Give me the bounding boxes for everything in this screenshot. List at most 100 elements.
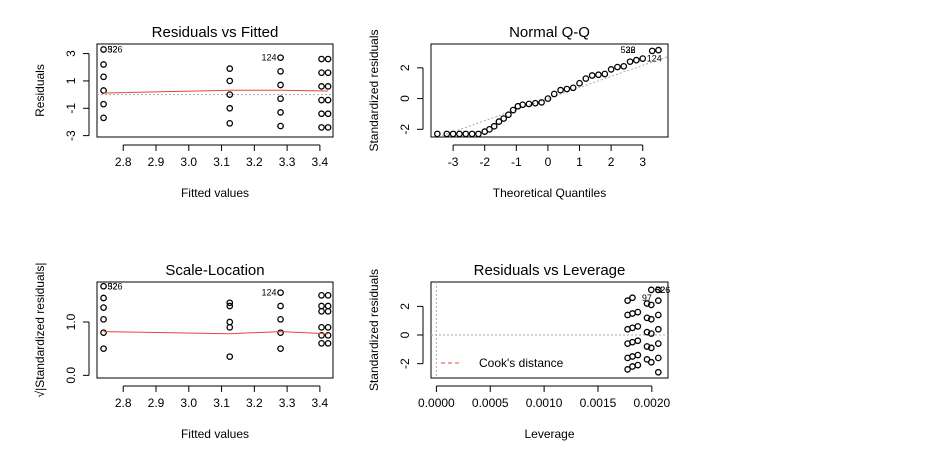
data-point (100, 315, 107, 323)
data-point (226, 65, 234, 72)
data-point (544, 95, 552, 102)
y-tick-label: -3 (64, 130, 78, 141)
data-point (324, 96, 332, 104)
data-point (576, 79, 583, 87)
x-tick-label: 3.0 (180, 396, 197, 410)
data-point (647, 330, 655, 337)
point-label: 32 (655, 285, 665, 295)
y-tick-label: 0 (398, 331, 412, 338)
data-point (634, 308, 642, 316)
data-point (601, 70, 609, 78)
x-axis-label: Fitted values (181, 427, 249, 441)
data-point (629, 363, 636, 370)
data-point (495, 118, 503, 125)
data-point (324, 124, 332, 131)
point-label: 124 (262, 53, 277, 63)
data-point (100, 282, 107, 290)
data-point (620, 62, 628, 70)
x-tick-label: 3 (639, 155, 646, 169)
data-point (624, 297, 631, 304)
data-point (324, 110, 332, 118)
x-tick-label: 3.4 (312, 396, 329, 410)
data-point (324, 331, 332, 339)
x-tick-label: -3 (448, 155, 459, 169)
x-tick-label: 3.1 (213, 396, 230, 410)
data-point (226, 353, 234, 361)
data-point (643, 300, 651, 307)
smooth-line (103, 331, 329, 335)
plot-frame (96, 43, 334, 138)
x-tick-label: 3.1 (213, 155, 230, 169)
data-point (324, 291, 332, 299)
data-point (226, 299, 234, 307)
data-point (634, 361, 642, 369)
point-label: 526 (655, 285, 670, 295)
data-point (226, 318, 234, 326)
data-point (277, 68, 284, 75)
data-point (643, 314, 651, 322)
data-point (277, 81, 284, 89)
x-tick-label: 2 (608, 155, 615, 169)
data-point (100, 329, 107, 337)
point-label: 526 (621, 45, 636, 55)
plot-area (431, 282, 668, 378)
panel-rvl: Residuals vs Leverage 0.0000 0.0005 0.0010 0… (367, 262, 671, 441)
data-point (654, 297, 662, 304)
data-point (318, 55, 325, 63)
plot-frame (430, 281, 669, 379)
data-point (318, 124, 325, 131)
data-point (100, 46, 107, 53)
panel-qq: Normal Q-Q -3 -2 -1 0 1 2 3 Theoretical Quantile… (367, 24, 669, 200)
y-axis-label: Standardized residuals (367, 29, 381, 151)
x-tick-label: 0.0020 (633, 396, 670, 410)
data-point (318, 69, 325, 77)
legend-label-cooks: Cook's distance (479, 356, 564, 370)
x-tick-label: 2.8 (115, 396, 132, 410)
data-point (654, 340, 662, 347)
data-point (226, 77, 234, 85)
data-point (318, 323, 325, 331)
panel-rvf: Residuals vs Fitted 2.8 2.9 3.0 3.1 3.2 3.3 3.4… (33, 24, 334, 200)
point-label: 124 (647, 54, 662, 64)
data-point (318, 96, 325, 104)
data-point (500, 115, 508, 122)
data-point (324, 302, 332, 310)
data-point (277, 345, 284, 353)
data-point (643, 343, 651, 350)
x-tick-label: 3.3 (279, 155, 296, 169)
y-tick-label: -1 (64, 103, 78, 114)
data-point (318, 291, 325, 299)
y-tick-label: -2 (398, 124, 412, 135)
y-tick-label: 3 (64, 50, 78, 57)
data-point (318, 339, 325, 347)
smooth-line (103, 89, 329, 94)
data-point (509, 106, 517, 114)
data-point (550, 90, 558, 98)
data-point (226, 323, 234, 331)
data-point (468, 130, 476, 137)
x-tick-label: 2.9 (148, 155, 165, 169)
data-point (324, 83, 332, 90)
data-point (324, 69, 332, 77)
x-tick-label: 1 (576, 155, 583, 169)
data-point (100, 114, 107, 122)
data-point (634, 351, 642, 359)
data-point (557, 86, 564, 94)
data-point (277, 95, 284, 103)
x-tick-label: 3.2 (246, 155, 263, 169)
data-point (226, 104, 234, 112)
data-point (100, 73, 107, 81)
x-tick-label: 0.0010 (526, 396, 563, 410)
x-axis-label: Leverage (524, 427, 574, 441)
panel-sl: Scale-Location 2.8 2.9 3.0 3.1 3.2 3.3 3.4 Fitte… (33, 262, 334, 441)
data-point (100, 87, 107, 94)
chart-title: Residuals vs Fitted (152, 24, 279, 41)
x-tick-label: 2.9 (148, 396, 165, 410)
data-point (277, 315, 284, 323)
data-point (318, 331, 325, 339)
data-point (647, 344, 655, 352)
data-point (433, 130, 441, 137)
data-point (277, 109, 284, 116)
data-point (614, 63, 621, 71)
data-point (634, 323, 642, 330)
